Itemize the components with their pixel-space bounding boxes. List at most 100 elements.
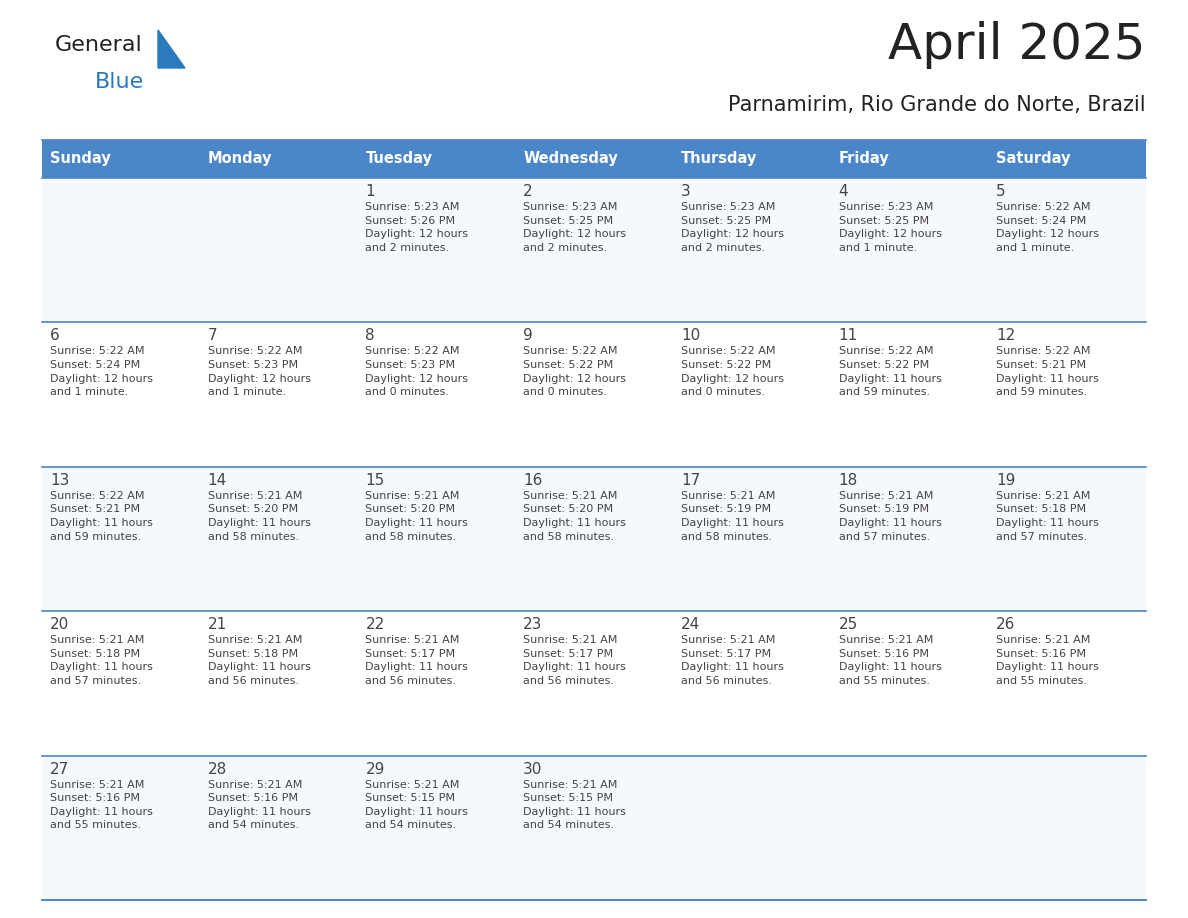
Text: 25: 25 bbox=[839, 617, 858, 633]
Bar bbox=[358, 466, 516, 611]
Text: 7: 7 bbox=[208, 329, 217, 343]
Bar bbox=[516, 178, 672, 322]
Bar bbox=[42, 322, 200, 466]
Polygon shape bbox=[158, 30, 185, 68]
Text: Sunrise: 5:22 AM
Sunset: 5:21 PM
Daylight: 11 hours
and 59 minutes.: Sunrise: 5:22 AM Sunset: 5:21 PM Dayligh… bbox=[50, 491, 153, 542]
Text: Monday: Monday bbox=[208, 151, 272, 166]
Text: Sunrise: 5:21 AM
Sunset: 5:20 PM
Daylight: 11 hours
and 58 minutes.: Sunrise: 5:21 AM Sunset: 5:20 PM Dayligh… bbox=[523, 491, 626, 542]
Bar bbox=[42, 140, 200, 178]
Bar bbox=[830, 140, 988, 178]
Text: 18: 18 bbox=[839, 473, 858, 487]
Text: Sunrise: 5:21 AM
Sunset: 5:15 PM
Daylight: 11 hours
and 54 minutes.: Sunrise: 5:21 AM Sunset: 5:15 PM Dayligh… bbox=[523, 779, 626, 831]
Bar bbox=[358, 756, 516, 900]
Bar bbox=[200, 140, 358, 178]
Bar bbox=[830, 756, 988, 900]
Bar bbox=[200, 756, 358, 900]
Text: 28: 28 bbox=[208, 762, 227, 777]
Bar bbox=[516, 611, 672, 756]
Text: Sunrise: 5:21 AM
Sunset: 5:19 PM
Daylight: 11 hours
and 57 minutes.: Sunrise: 5:21 AM Sunset: 5:19 PM Dayligh… bbox=[839, 491, 941, 542]
Text: 22: 22 bbox=[366, 617, 385, 633]
Text: 20: 20 bbox=[50, 617, 69, 633]
Bar bbox=[988, 178, 1146, 322]
Bar bbox=[988, 611, 1146, 756]
Text: 10: 10 bbox=[681, 329, 700, 343]
Text: 14: 14 bbox=[208, 473, 227, 487]
Bar bbox=[672, 322, 830, 466]
Bar bbox=[200, 322, 358, 466]
Bar bbox=[200, 178, 358, 322]
Bar bbox=[358, 178, 516, 322]
Text: 11: 11 bbox=[839, 329, 858, 343]
Text: 23: 23 bbox=[523, 617, 543, 633]
Bar bbox=[672, 140, 830, 178]
Text: 17: 17 bbox=[681, 473, 700, 487]
Text: 21: 21 bbox=[208, 617, 227, 633]
Text: Sunday: Sunday bbox=[50, 151, 110, 166]
Text: Sunrise: 5:21 AM
Sunset: 5:20 PM
Daylight: 11 hours
and 58 minutes.: Sunrise: 5:21 AM Sunset: 5:20 PM Dayligh… bbox=[208, 491, 310, 542]
Text: Sunrise: 5:21 AM
Sunset: 5:17 PM
Daylight: 11 hours
and 56 minutes.: Sunrise: 5:21 AM Sunset: 5:17 PM Dayligh… bbox=[681, 635, 784, 686]
Bar bbox=[42, 178, 200, 322]
Bar bbox=[830, 322, 988, 466]
Text: Sunrise: 5:22 AM
Sunset: 5:23 PM
Daylight: 12 hours
and 1 minute.: Sunrise: 5:22 AM Sunset: 5:23 PM Dayligh… bbox=[208, 346, 311, 397]
Bar bbox=[200, 466, 358, 611]
Text: Sunrise: 5:21 AM
Sunset: 5:18 PM
Daylight: 11 hours
and 56 minutes.: Sunrise: 5:21 AM Sunset: 5:18 PM Dayligh… bbox=[208, 635, 310, 686]
Text: Sunrise: 5:22 AM
Sunset: 5:21 PM
Daylight: 11 hours
and 59 minutes.: Sunrise: 5:22 AM Sunset: 5:21 PM Dayligh… bbox=[997, 346, 1099, 397]
Text: Saturday: Saturday bbox=[997, 151, 1070, 166]
Text: Sunrise: 5:22 AM
Sunset: 5:24 PM
Daylight: 12 hours
and 1 minute.: Sunrise: 5:22 AM Sunset: 5:24 PM Dayligh… bbox=[50, 346, 153, 397]
Text: Friday: Friday bbox=[839, 151, 890, 166]
Text: Sunrise: 5:22 AM
Sunset: 5:24 PM
Daylight: 12 hours
and 1 minute.: Sunrise: 5:22 AM Sunset: 5:24 PM Dayligh… bbox=[997, 202, 1099, 252]
Bar bbox=[516, 322, 672, 466]
Bar bbox=[42, 466, 200, 611]
Text: 16: 16 bbox=[523, 473, 543, 487]
Text: 15: 15 bbox=[366, 473, 385, 487]
Text: Sunrise: 5:21 AM
Sunset: 5:17 PM
Daylight: 11 hours
and 56 minutes.: Sunrise: 5:21 AM Sunset: 5:17 PM Dayligh… bbox=[366, 635, 468, 686]
Bar bbox=[358, 140, 516, 178]
Text: Parnamirim, Rio Grande do Norte, Brazil: Parnamirim, Rio Grande do Norte, Brazil bbox=[728, 95, 1146, 115]
Text: April 2025: April 2025 bbox=[889, 21, 1146, 69]
Text: 3: 3 bbox=[681, 184, 690, 199]
Text: Sunrise: 5:22 AM
Sunset: 5:22 PM
Daylight: 12 hours
and 0 minutes.: Sunrise: 5:22 AM Sunset: 5:22 PM Dayligh… bbox=[681, 346, 784, 397]
Text: Sunrise: 5:23 AM
Sunset: 5:25 PM
Daylight: 12 hours
and 2 minutes.: Sunrise: 5:23 AM Sunset: 5:25 PM Dayligh… bbox=[523, 202, 626, 252]
Text: Sunrise: 5:21 AM
Sunset: 5:17 PM
Daylight: 11 hours
and 56 minutes.: Sunrise: 5:21 AM Sunset: 5:17 PM Dayligh… bbox=[523, 635, 626, 686]
Bar bbox=[516, 466, 672, 611]
Text: 5: 5 bbox=[997, 184, 1006, 199]
Bar bbox=[672, 756, 830, 900]
Bar bbox=[672, 178, 830, 322]
Text: Sunrise: 5:23 AM
Sunset: 5:25 PM
Daylight: 12 hours
and 1 minute.: Sunrise: 5:23 AM Sunset: 5:25 PM Dayligh… bbox=[839, 202, 942, 252]
Text: Tuesday: Tuesday bbox=[366, 151, 432, 166]
Text: 27: 27 bbox=[50, 762, 69, 777]
Text: 6: 6 bbox=[50, 329, 59, 343]
Text: Sunrise: 5:23 AM
Sunset: 5:26 PM
Daylight: 12 hours
and 2 minutes.: Sunrise: 5:23 AM Sunset: 5:26 PM Dayligh… bbox=[366, 202, 468, 252]
Text: Blue: Blue bbox=[95, 72, 144, 92]
Text: Sunrise: 5:21 AM
Sunset: 5:18 PM
Daylight: 11 hours
and 57 minutes.: Sunrise: 5:21 AM Sunset: 5:18 PM Dayligh… bbox=[50, 635, 153, 686]
Bar bbox=[42, 756, 200, 900]
Text: 1: 1 bbox=[366, 184, 375, 199]
Bar bbox=[200, 611, 358, 756]
Bar bbox=[672, 466, 830, 611]
Text: Sunrise: 5:23 AM
Sunset: 5:25 PM
Daylight: 12 hours
and 2 minutes.: Sunrise: 5:23 AM Sunset: 5:25 PM Dayligh… bbox=[681, 202, 784, 252]
Bar bbox=[830, 611, 988, 756]
Text: 29: 29 bbox=[366, 762, 385, 777]
Text: 9: 9 bbox=[523, 329, 533, 343]
Bar bbox=[988, 466, 1146, 611]
Text: 26: 26 bbox=[997, 617, 1016, 633]
Bar bbox=[988, 140, 1146, 178]
Text: 13: 13 bbox=[50, 473, 69, 487]
Text: Sunrise: 5:21 AM
Sunset: 5:16 PM
Daylight: 11 hours
and 55 minutes.: Sunrise: 5:21 AM Sunset: 5:16 PM Dayligh… bbox=[50, 779, 153, 831]
Text: 19: 19 bbox=[997, 473, 1016, 487]
Text: 4: 4 bbox=[839, 184, 848, 199]
Bar bbox=[42, 611, 200, 756]
Text: Sunrise: 5:22 AM
Sunset: 5:23 PM
Daylight: 12 hours
and 0 minutes.: Sunrise: 5:22 AM Sunset: 5:23 PM Dayligh… bbox=[366, 346, 468, 397]
Text: 8: 8 bbox=[366, 329, 375, 343]
Bar bbox=[988, 756, 1146, 900]
Bar bbox=[516, 140, 672, 178]
Text: General: General bbox=[55, 35, 143, 55]
Text: Wednesday: Wednesday bbox=[523, 151, 618, 166]
Text: 12: 12 bbox=[997, 329, 1016, 343]
Bar bbox=[516, 756, 672, 900]
Text: Sunrise: 5:21 AM
Sunset: 5:20 PM
Daylight: 11 hours
and 58 minutes.: Sunrise: 5:21 AM Sunset: 5:20 PM Dayligh… bbox=[366, 491, 468, 542]
Text: Sunrise: 5:21 AM
Sunset: 5:19 PM
Daylight: 11 hours
and 58 minutes.: Sunrise: 5:21 AM Sunset: 5:19 PM Dayligh… bbox=[681, 491, 784, 542]
Text: Sunrise: 5:21 AM
Sunset: 5:16 PM
Daylight: 11 hours
and 55 minutes.: Sunrise: 5:21 AM Sunset: 5:16 PM Dayligh… bbox=[997, 635, 1099, 686]
Text: Sunrise: 5:21 AM
Sunset: 5:16 PM
Daylight: 11 hours
and 55 minutes.: Sunrise: 5:21 AM Sunset: 5:16 PM Dayligh… bbox=[839, 635, 941, 686]
Bar bbox=[358, 322, 516, 466]
